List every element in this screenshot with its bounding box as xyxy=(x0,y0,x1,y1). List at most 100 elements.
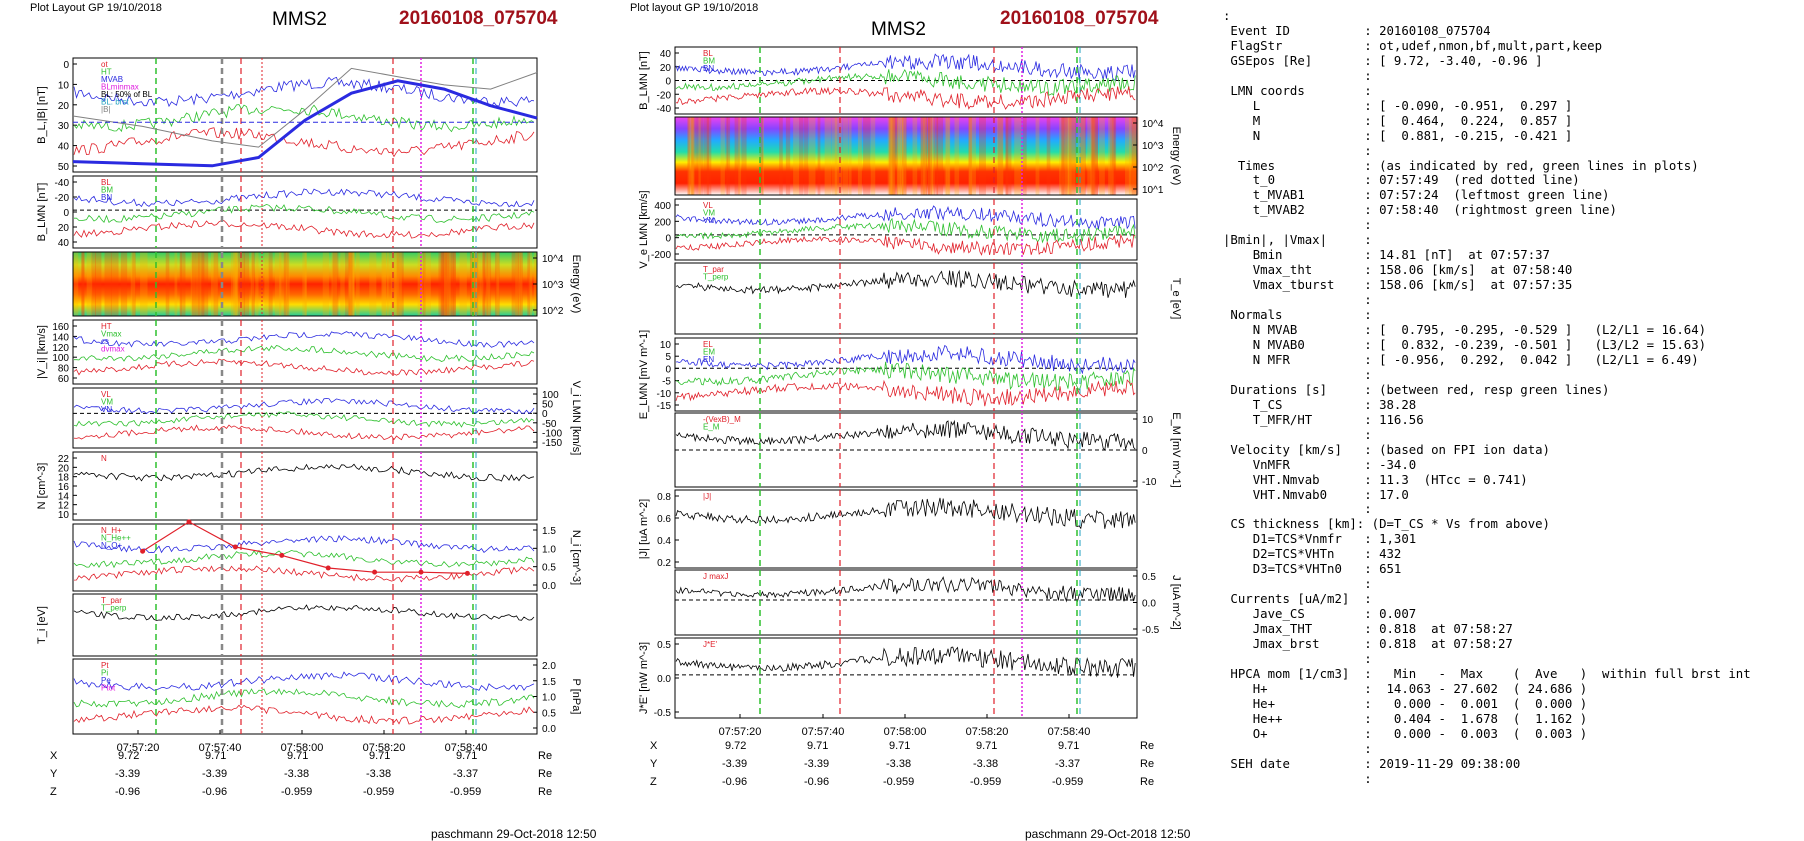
left-he-plus-plus-point-3 xyxy=(279,552,285,558)
left-panel-frame-9 xyxy=(72,658,538,735)
mid-ytick-5-1: 5 xyxy=(665,352,671,363)
mid-panel-5 xyxy=(674,337,1138,412)
left-he-plus-plus-point-2 xyxy=(232,544,238,550)
mid-legend-3-2: VN xyxy=(703,216,714,225)
left-ytick-4-5: 60 xyxy=(58,374,70,385)
mid-ytick-9-0: 0.5 xyxy=(657,640,671,651)
left-ytick-3-2: 10^2 xyxy=(542,306,564,317)
left-ytick-1-1: 10 xyxy=(58,80,70,91)
left-he-plus-plus-point-6 xyxy=(418,569,424,575)
left-ytick-6-2: 18 xyxy=(58,473,70,484)
left-ytick-6-6: 10 xyxy=(58,510,70,521)
mid-trace-5-0 xyxy=(675,344,1136,375)
left-panel-frame-7 xyxy=(72,523,538,592)
mid-ytick-3-2: 0 xyxy=(665,234,671,245)
left-ytick-1-4: 40 xyxy=(58,142,70,153)
left-legend-9-1: Pi xyxy=(101,669,108,678)
mid-legend-6-0: -(VexB)_M xyxy=(703,415,741,424)
mid-trace-9-0 xyxy=(675,646,1136,678)
left-legend-7-2: N_O+ xyxy=(101,541,122,550)
mid-ylabel-5: E_LMN [mV m^-1] xyxy=(638,330,650,420)
event-summary-text: : Event ID : 20160108_075704 FlagStr : o… xyxy=(1223,9,1751,786)
mid-ytick-1-4: -40 xyxy=(657,104,672,115)
left-pos-unit-z: Re xyxy=(538,786,553,798)
left-series-he-plus-plus xyxy=(142,521,468,574)
left-pos-z-4: -0.959 xyxy=(363,786,395,798)
mid-ytick-5-5: -15 xyxy=(657,401,672,412)
mid-legend-5-1: EM xyxy=(703,348,715,357)
left-panel-6 xyxy=(72,451,538,521)
mid-ytick-2-0: 10^4 xyxy=(1142,119,1164,130)
mid-ylabel-7: |J| [uA m^-2] xyxy=(638,499,650,559)
left-ytick-4-0: 160 xyxy=(52,322,69,333)
left-legend-1-0: ot xyxy=(101,60,108,69)
mid-pos-unit-x: Re xyxy=(1140,740,1155,752)
left-trace-4-2 xyxy=(73,358,535,376)
left-pos-unit-y: Re xyxy=(538,768,553,780)
mid-trace-3-2 xyxy=(675,233,1136,256)
left-trace-5-0 xyxy=(73,398,535,415)
left-he-plus-plus-point-4 xyxy=(325,565,331,571)
left-he-plus-plus-point-7 xyxy=(464,570,470,576)
left-pos-x-3: 9.71 xyxy=(287,750,309,762)
mid-ytick-2-2: 10^2 xyxy=(1142,163,1164,174)
left-pos-label-z: Z xyxy=(50,786,57,798)
left-pos-x-1: 9.72 xyxy=(118,750,140,762)
mid-legend-8-0: J maxJ xyxy=(703,572,728,581)
left-ytick-2-1: -20 xyxy=(55,193,70,204)
left-trace-1-2 xyxy=(73,126,535,158)
left-panel-3 xyxy=(72,251,538,317)
left-ytick-5-4: -100 xyxy=(542,428,562,439)
mid-ytick-5-4: -10 xyxy=(657,389,672,400)
mid-pos-x-1: 9.72 xyxy=(725,740,747,752)
mid-pos-x-3: 9.71 xyxy=(889,740,911,752)
mid-trace-3-1 xyxy=(675,217,1136,244)
left-ytick-9-2: 1.0 xyxy=(542,693,556,704)
left-ytick-2-0: -40 xyxy=(55,178,70,189)
mid-pos-x-2: 9.71 xyxy=(807,740,829,752)
left-legend-5-0: VL xyxy=(101,390,111,399)
mid-legend-3-1: VM xyxy=(703,209,715,218)
mid-panel-2 xyxy=(674,116,1139,196)
left-legend-1-1: HT xyxy=(101,68,112,77)
left-pos-x-2: 9.71 xyxy=(205,750,227,762)
left-panel-frame-6 xyxy=(72,451,538,521)
left-ytick-2-4: 40 xyxy=(58,238,70,249)
left-xtick-1: 07:57:40 xyxy=(199,742,242,754)
left-trace-8-0 xyxy=(73,604,535,621)
left-ylabel-1: B_L,|B| [nT] xyxy=(36,86,48,144)
mid-pos-unit-z: Re xyxy=(1140,776,1155,788)
left-ytick-6-4: 14 xyxy=(58,491,70,502)
left-ytick-3-0: 10^4 xyxy=(542,254,564,265)
left-ytick-4-2: 120 xyxy=(52,343,69,354)
mid-legend-1-1: BM xyxy=(703,57,715,66)
left-legend-9-2: Pe xyxy=(101,676,111,685)
left-trace-7-1 xyxy=(73,549,535,569)
mid-pos-z-2: -0.96 xyxy=(804,776,830,788)
mid-ytick-3-3: -200 xyxy=(651,250,671,261)
mid-ytick-2-3: 10^1 xyxy=(1142,185,1164,196)
mid-legend-1-0: BL xyxy=(703,49,713,58)
left-ylabel-6: N [cm^-3] xyxy=(36,463,48,510)
left-ytick-1-5: 50 xyxy=(58,162,70,173)
mid-pos-y-2: -3.39 xyxy=(804,758,830,770)
left-pos-x-5: 9.71 xyxy=(456,750,478,762)
mid-event-title: 20160108_075704 xyxy=(1000,8,1159,29)
left-legend-4-1: Vmax xyxy=(101,330,121,339)
mid-pos-label-z: Z xyxy=(650,776,657,788)
mid-trace-3-0 xyxy=(675,205,1136,230)
mid-legend-1-2: BN xyxy=(703,64,714,73)
left-ytick-6-1: 20 xyxy=(58,463,70,474)
mid-xtick-4: 07:58:40 xyxy=(1048,726,1091,738)
left-panel-frame-2 xyxy=(72,175,538,249)
left-he-plus-plus-point-0 xyxy=(140,548,146,554)
mid-pos-y-5: -3.37 xyxy=(1055,758,1081,770)
mid-trace-6-0 xyxy=(675,419,1136,451)
mid-spectrogram-2 xyxy=(675,117,1137,195)
mid-trace-1-2 xyxy=(675,86,1136,110)
left-panel-frame-5 xyxy=(72,387,538,449)
mid-legend-7-0: |J| xyxy=(703,492,711,501)
left-legend-5-1: VM xyxy=(101,398,113,407)
mid-ytick-5-3: -5 xyxy=(662,377,671,388)
left-plot-header: Plot Layout GP 19/10/2018 xyxy=(30,2,162,14)
